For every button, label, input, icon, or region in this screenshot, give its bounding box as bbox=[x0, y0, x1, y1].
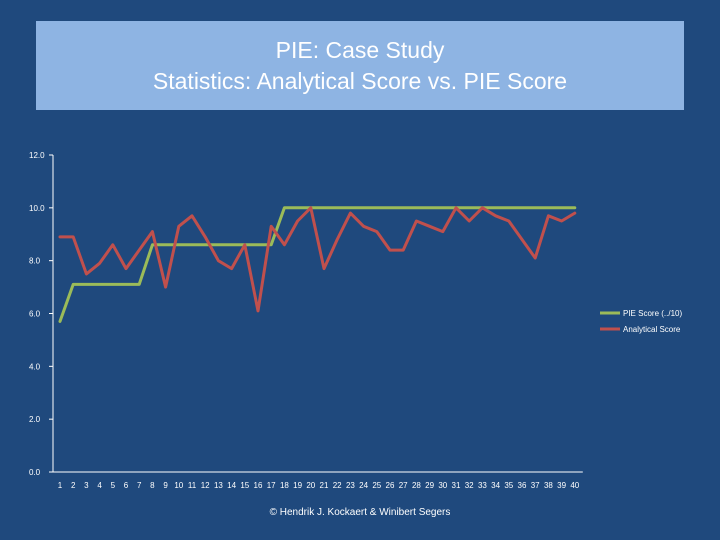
y-tick-label: 0.0 bbox=[29, 468, 41, 477]
x-tick-label: 34 bbox=[491, 481, 500, 490]
x-tick-label: 29 bbox=[425, 481, 434, 490]
y-tick-label: 4.0 bbox=[29, 362, 41, 371]
y-tick-label: 10.0 bbox=[29, 204, 45, 213]
x-tick-label: 12 bbox=[201, 481, 210, 490]
x-tick-label: 23 bbox=[346, 481, 355, 490]
y-tick-label: 6.0 bbox=[29, 310, 41, 319]
x-tick-label: 31 bbox=[452, 481, 461, 490]
x-tick-label: 24 bbox=[359, 481, 368, 490]
x-tick-label: 35 bbox=[504, 481, 513, 490]
x-tick-label: 13 bbox=[214, 481, 223, 490]
x-tick-label: 6 bbox=[124, 481, 129, 490]
pie-score-line bbox=[58, 206, 577, 323]
x-tick-label: 3 bbox=[84, 481, 89, 490]
x-tick-label: 22 bbox=[333, 481, 342, 490]
x-tick-label: 5 bbox=[111, 481, 116, 490]
x-tick-label: 9 bbox=[163, 481, 168, 490]
x-tick-label: 40 bbox=[570, 481, 579, 490]
x-tick-label: 14 bbox=[227, 481, 236, 490]
x-tick-label: 20 bbox=[306, 481, 315, 490]
slide-title: PIE: Case Study bbox=[275, 36, 445, 63]
copyright-footer: © Hendrik J. Kockaert & Winibert Segers bbox=[269, 507, 451, 518]
x-tick-label: 30 bbox=[438, 481, 447, 490]
x-tick-label: 8 bbox=[150, 481, 155, 490]
x-tick-label: 10 bbox=[174, 481, 183, 490]
x-tick-label: 15 bbox=[240, 481, 249, 490]
x-tick-label: 2 bbox=[71, 481, 76, 490]
x-tick-label: 11 bbox=[188, 481, 197, 490]
x-tick-label: 7 bbox=[137, 481, 142, 490]
analytical-score-line bbox=[58, 206, 577, 313]
title-box: PIE: Case Study Statistics: Analytical S… bbox=[36, 21, 684, 110]
y-tick-label: 12.0 bbox=[29, 151, 45, 160]
x-tick-label: 37 bbox=[531, 481, 540, 490]
legend-pie-score-label: PIE Score (../10) bbox=[623, 309, 682, 318]
x-tick-label: 39 bbox=[557, 481, 566, 490]
x-tick-label: 36 bbox=[518, 481, 527, 490]
x-tick-label: 1 bbox=[58, 481, 63, 490]
y-tick-label: 2.0 bbox=[29, 415, 41, 424]
x-tick-label: 19 bbox=[293, 481, 302, 490]
x-tick-label: 17 bbox=[267, 481, 276, 490]
legend-analytical-score-label: Analytical Score bbox=[623, 325, 681, 334]
slide-subtitle: Statistics: Analytical Score vs. PIE Sco… bbox=[152, 67, 568, 94]
x-tick-label: 18 bbox=[280, 481, 289, 490]
x-tick-label: 27 bbox=[399, 481, 408, 490]
x-tick-label: 28 bbox=[412, 481, 421, 490]
x-tick-label: 4 bbox=[97, 481, 102, 490]
x-tick-label: 16 bbox=[254, 481, 263, 490]
x-tick-label: 33 bbox=[478, 481, 487, 490]
x-tick-label: 26 bbox=[386, 481, 395, 490]
x-tick-label: 38 bbox=[544, 481, 553, 490]
x-tick-label: 21 bbox=[320, 481, 329, 490]
x-tick-label: 32 bbox=[465, 481, 474, 490]
y-tick-label: 8.0 bbox=[29, 257, 41, 266]
x-tick-label: 25 bbox=[372, 481, 381, 490]
